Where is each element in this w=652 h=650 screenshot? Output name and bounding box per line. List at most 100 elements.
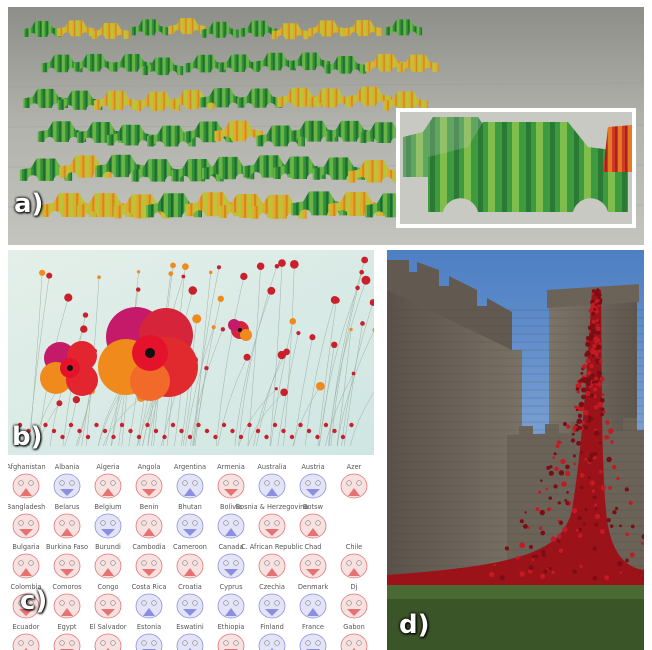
baseline-poppy <box>272 422 278 428</box>
country-face: Czechia <box>258 583 286 619</box>
baseline-poppy <box>162 434 167 440</box>
baseline-poppy <box>323 422 329 428</box>
country-name: Argentina <box>174 463 206 471</box>
baseline-poppy <box>187 434 193 440</box>
country-face: Eswatini <box>176 623 204 650</box>
baseline-poppy <box>85 434 91 440</box>
country-name: Cyprus <box>219 583 243 591</box>
country-face: Congo <box>94 583 122 619</box>
country-face: Dj <box>340 583 368 619</box>
baseline-poppy <box>221 422 227 428</box>
country-name: France <box>302 623 324 631</box>
baseline-poppy <box>153 428 159 434</box>
panel-c-country-faces: Afghanistan Albania Algeria Angola Argentina… <box>8 456 374 650</box>
baseline-poppy <box>77 428 82 434</box>
country-face: Benin <box>135 503 163 539</box>
baseline-poppy <box>179 428 184 434</box>
country-face: Azer <box>340 463 368 499</box>
country-face: Belarus <box>53 503 81 539</box>
panel-c-label: c) <box>20 586 48 616</box>
country-name: Colombia <box>11 583 42 591</box>
country-name: Burkina Faso <box>46 543 88 551</box>
castle-photo <box>387 250 644 650</box>
small-poppy <box>181 274 186 279</box>
country-face: Bulgaria <box>12 543 40 579</box>
country-name: El Salvador <box>89 623 126 631</box>
country-name: Burundi <box>95 543 121 551</box>
country-face: Canada <box>217 543 245 579</box>
country-name: Bolivia <box>220 503 242 511</box>
country-name: Bulgaria <box>12 543 39 551</box>
baseline-poppy <box>34 434 40 440</box>
country-face: Denmark <box>298 583 328 619</box>
baseline-poppy <box>306 428 312 434</box>
country-face: Armenia <box>217 463 245 499</box>
country-name: Cameroon <box>173 543 207 551</box>
small-poppy <box>355 285 360 291</box>
baseline-poppy <box>51 428 57 434</box>
country-name: Australia <box>257 463 286 471</box>
country-name: Ethiopia <box>218 623 245 631</box>
small-poppy <box>289 317 297 325</box>
baseline-poppy <box>196 422 201 428</box>
country-name: Azer <box>347 463 362 471</box>
country-face: Bangladesh <box>8 503 45 539</box>
baseline-poppy <box>289 434 295 440</box>
country-name: Algeria <box>96 463 119 471</box>
country-name: Estonia <box>137 623 161 631</box>
country-face: Bosnia & Herzegovina <box>236 503 308 539</box>
country-name: Comoros <box>52 583 82 591</box>
country-face: Angola <box>135 463 163 499</box>
small-poppy <box>188 286 198 295</box>
small-poppy <box>64 293 73 302</box>
country-name: Gabon <box>343 623 365 631</box>
country-face: Ecuador <box>13 623 40 650</box>
small-poppy <box>359 269 365 275</box>
small-poppy <box>309 334 316 341</box>
small-poppy <box>274 263 280 269</box>
small-poppy <box>256 262 265 271</box>
small-poppy <box>170 262 176 269</box>
large-poppy-center <box>98 307 198 401</box>
country-name: Czechia <box>259 583 285 591</box>
country-name: Dj <box>351 583 358 591</box>
small-poppy <box>82 312 89 318</box>
baseline-poppy <box>170 422 176 428</box>
baseline-poppy <box>128 428 133 434</box>
small-poppy <box>204 365 209 371</box>
small-poppy <box>240 272 248 281</box>
faces-grid: Afghanistan Albania Algeria Angola Argentina… <box>8 456 374 650</box>
panel-a-paper-cars: a) <box>8 7 644 245</box>
country-name: Austria <box>301 463 324 471</box>
country-name: Ecuador <box>13 623 40 631</box>
baseline-poppy <box>43 422 48 428</box>
panel-b-label: b) <box>12 422 43 452</box>
baseline-poppy <box>332 428 337 434</box>
small-poppy <box>46 272 53 279</box>
poppy-cascade <box>488 288 644 581</box>
baseline-poppy <box>94 422 99 428</box>
small-poppy <box>211 325 216 330</box>
panel-b-poppy-visualization: b) <box>8 250 374 455</box>
poppy-cluster-mid <box>228 319 252 341</box>
baseline-poppy <box>145 422 150 428</box>
country-name: Finland <box>260 623 284 631</box>
baseline-poppy <box>68 422 74 428</box>
country-name: Chile <box>346 543 363 551</box>
small-poppy <box>372 327 374 332</box>
baseline-poppy <box>238 434 244 440</box>
baseline-poppy <box>247 422 252 428</box>
country-face: Burkina Faso <box>46 543 88 579</box>
country-face: Albania <box>53 463 81 499</box>
country-name: Belarus <box>55 503 80 511</box>
country-name: Bangladesh <box>8 503 45 511</box>
inset-zoom <box>396 108 636 228</box>
country-face: Cyprus <box>217 583 245 619</box>
baseline-poppy <box>213 434 218 440</box>
small-poppy <box>283 348 290 356</box>
baseline-poppy <box>119 422 125 428</box>
baseline-poppy <box>102 428 108 434</box>
country-name: Benin <box>140 503 159 511</box>
baseline-poppy <box>17 422 23 428</box>
baseline-poppy <box>111 434 116 440</box>
